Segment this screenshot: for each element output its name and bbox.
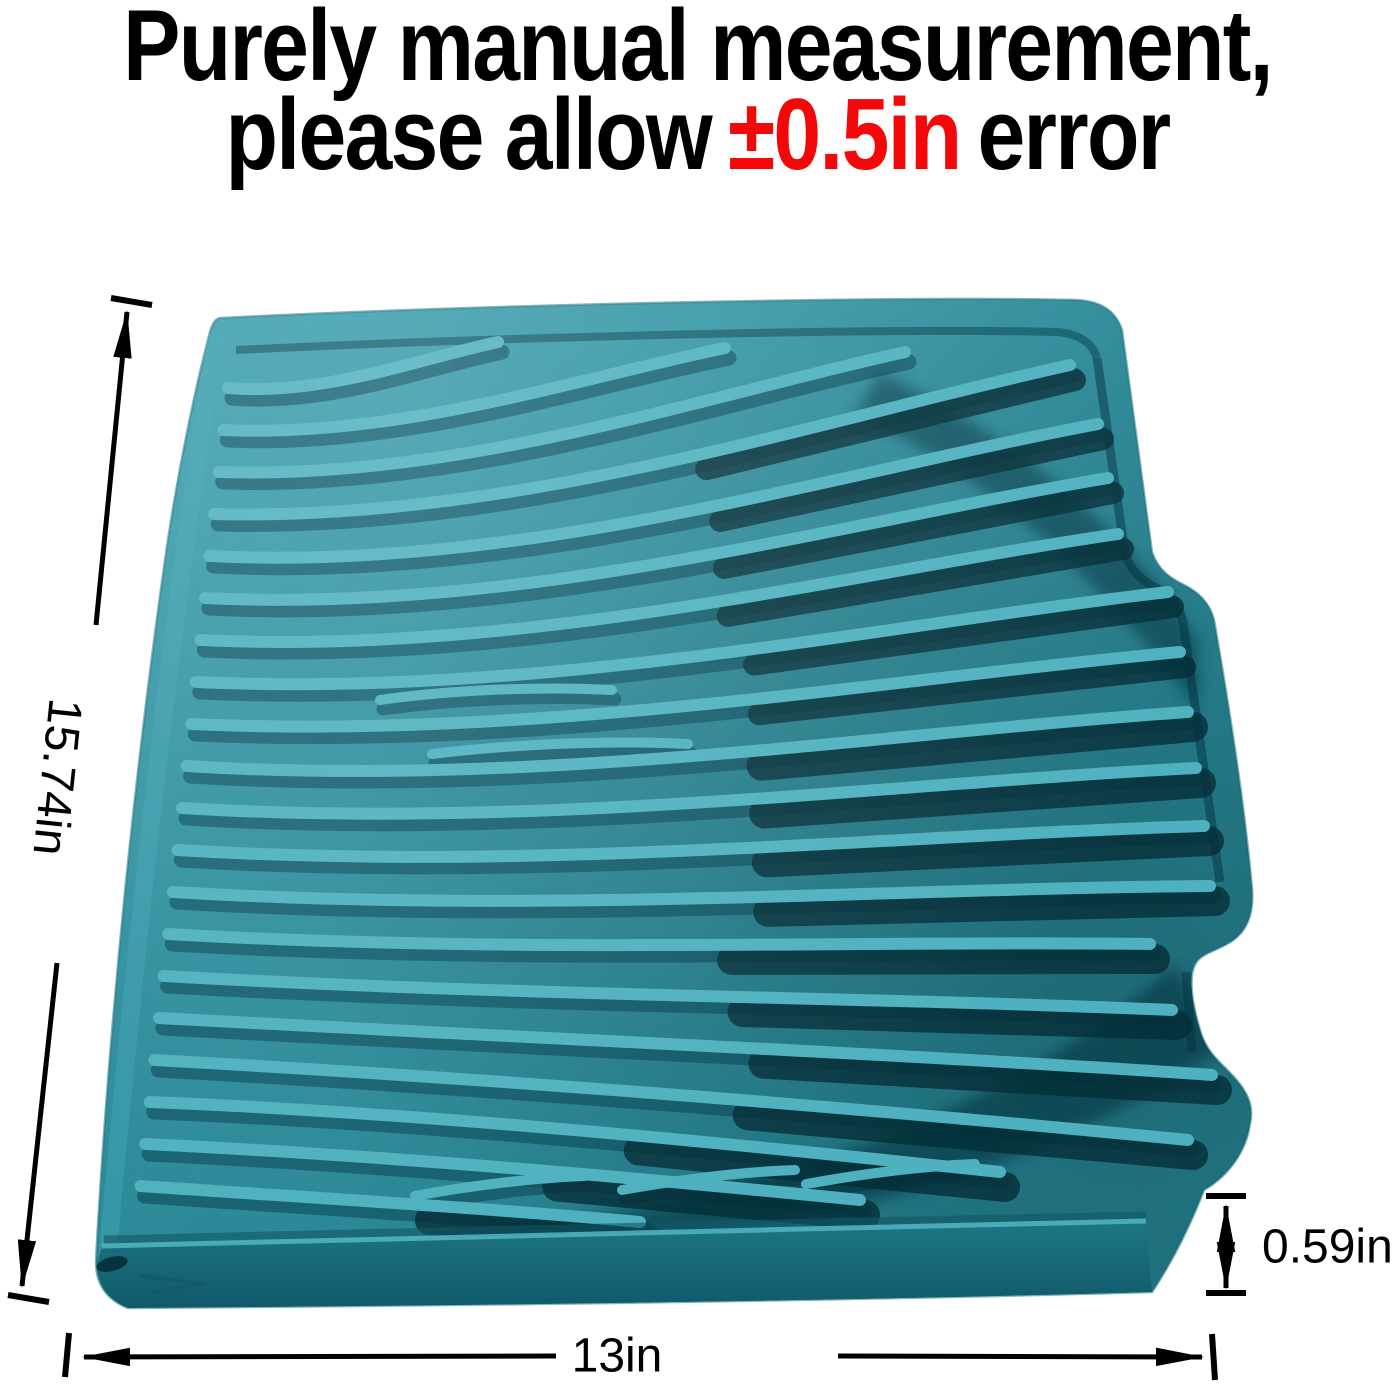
title-line2-suffix: error — [977, 78, 1172, 191]
title-line2-prefix: please allow — [225, 78, 713, 191]
thickness-dimension-label: 0.59in — [1262, 1220, 1393, 1274]
width-dimension-label: 13in — [571, 1329, 663, 1383]
height-dimension-line — [7, 295, 153, 1305]
title-line1: Purely manual measurement, — [105, 0, 1291, 97]
title-line1-text: Purely manual measurement, — [123, 0, 1273, 102]
width-dimension-line — [62, 1332, 1218, 1381]
page-title: Purely manual measurement, please allow ±… — [105, 0, 1291, 185]
title-line2: please allow ±0.5in error — [105, 84, 1291, 185]
thickness-dimension-line — [1206, 1193, 1246, 1296]
title-tolerance-highlight: ±0.5in — [727, 78, 962, 191]
dimension-arrows — [7, 295, 1246, 1381]
